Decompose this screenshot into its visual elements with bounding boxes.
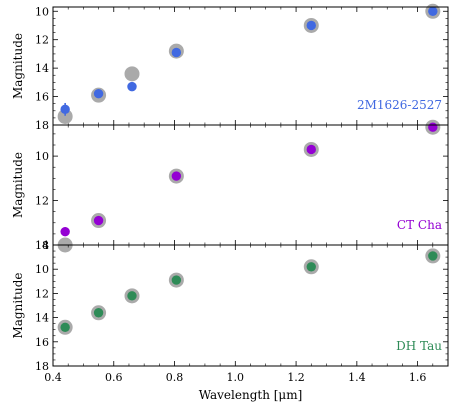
data-point <box>306 20 316 31</box>
panel-frame <box>52 244 449 367</box>
y-tick-label: 18 <box>35 119 49 132</box>
x-tick-label: 0.8 <box>166 371 184 384</box>
y-tick-label: 8 <box>42 239 49 252</box>
data-point <box>60 226 70 237</box>
y-tick-label: 14 <box>35 62 49 75</box>
y-tick-label: 10 <box>35 263 49 276</box>
y-axis-label: Magnitude <box>11 33 25 99</box>
target-name: DH Tau <box>396 339 442 353</box>
data-point <box>93 89 104 99</box>
data-point <box>171 275 182 285</box>
x-tick-label: 1.6 <box>409 371 427 384</box>
y-tick-label: 10 <box>35 150 49 163</box>
target-name: CT Cha <box>397 218 442 232</box>
background-marker <box>57 108 73 124</box>
y-tick-label: 16 <box>35 91 49 104</box>
x-tick-label: 1.4 <box>348 371 366 384</box>
data-point <box>60 104 70 115</box>
data-point <box>306 262 316 272</box>
data-point <box>171 47 182 58</box>
data-point <box>60 322 70 332</box>
y-tick-label: 12 <box>35 287 49 300</box>
data-point <box>428 251 438 261</box>
panel-frame <box>52 124 449 246</box>
y-tick-label: 12 <box>35 34 49 47</box>
data-point <box>428 122 438 132</box>
x-axis-label: Wavelength [μm] <box>199 388 303 402</box>
background-marker <box>124 66 140 82</box>
y-tick-label: 18 <box>35 360 49 373</box>
target-name: 2M1626-2527 <box>357 98 442 112</box>
y-tick-label: 10 <box>35 5 49 18</box>
x-tick-label: 0.4 <box>44 371 62 384</box>
data-point <box>306 144 316 155</box>
data-point <box>127 291 137 301</box>
data-point <box>93 308 104 318</box>
x-tick-label: 0.6 <box>105 371 123 384</box>
data-point <box>127 81 137 92</box>
y-tick-label: 16 <box>35 336 49 349</box>
x-tick-label: 1.2 <box>287 371 305 384</box>
y-tick-label: 14 <box>35 312 49 325</box>
x-tick-label: 1.0 <box>227 371 245 384</box>
y-tick-label: 12 <box>35 195 49 208</box>
data-point <box>93 215 104 226</box>
data-point <box>171 171 182 181</box>
y-axis-label: Magnitude <box>11 272 25 338</box>
y-tick-label: 14 <box>35 239 49 252</box>
y-axis-label: Magnitude <box>11 152 25 218</box>
data-point <box>428 6 438 16</box>
